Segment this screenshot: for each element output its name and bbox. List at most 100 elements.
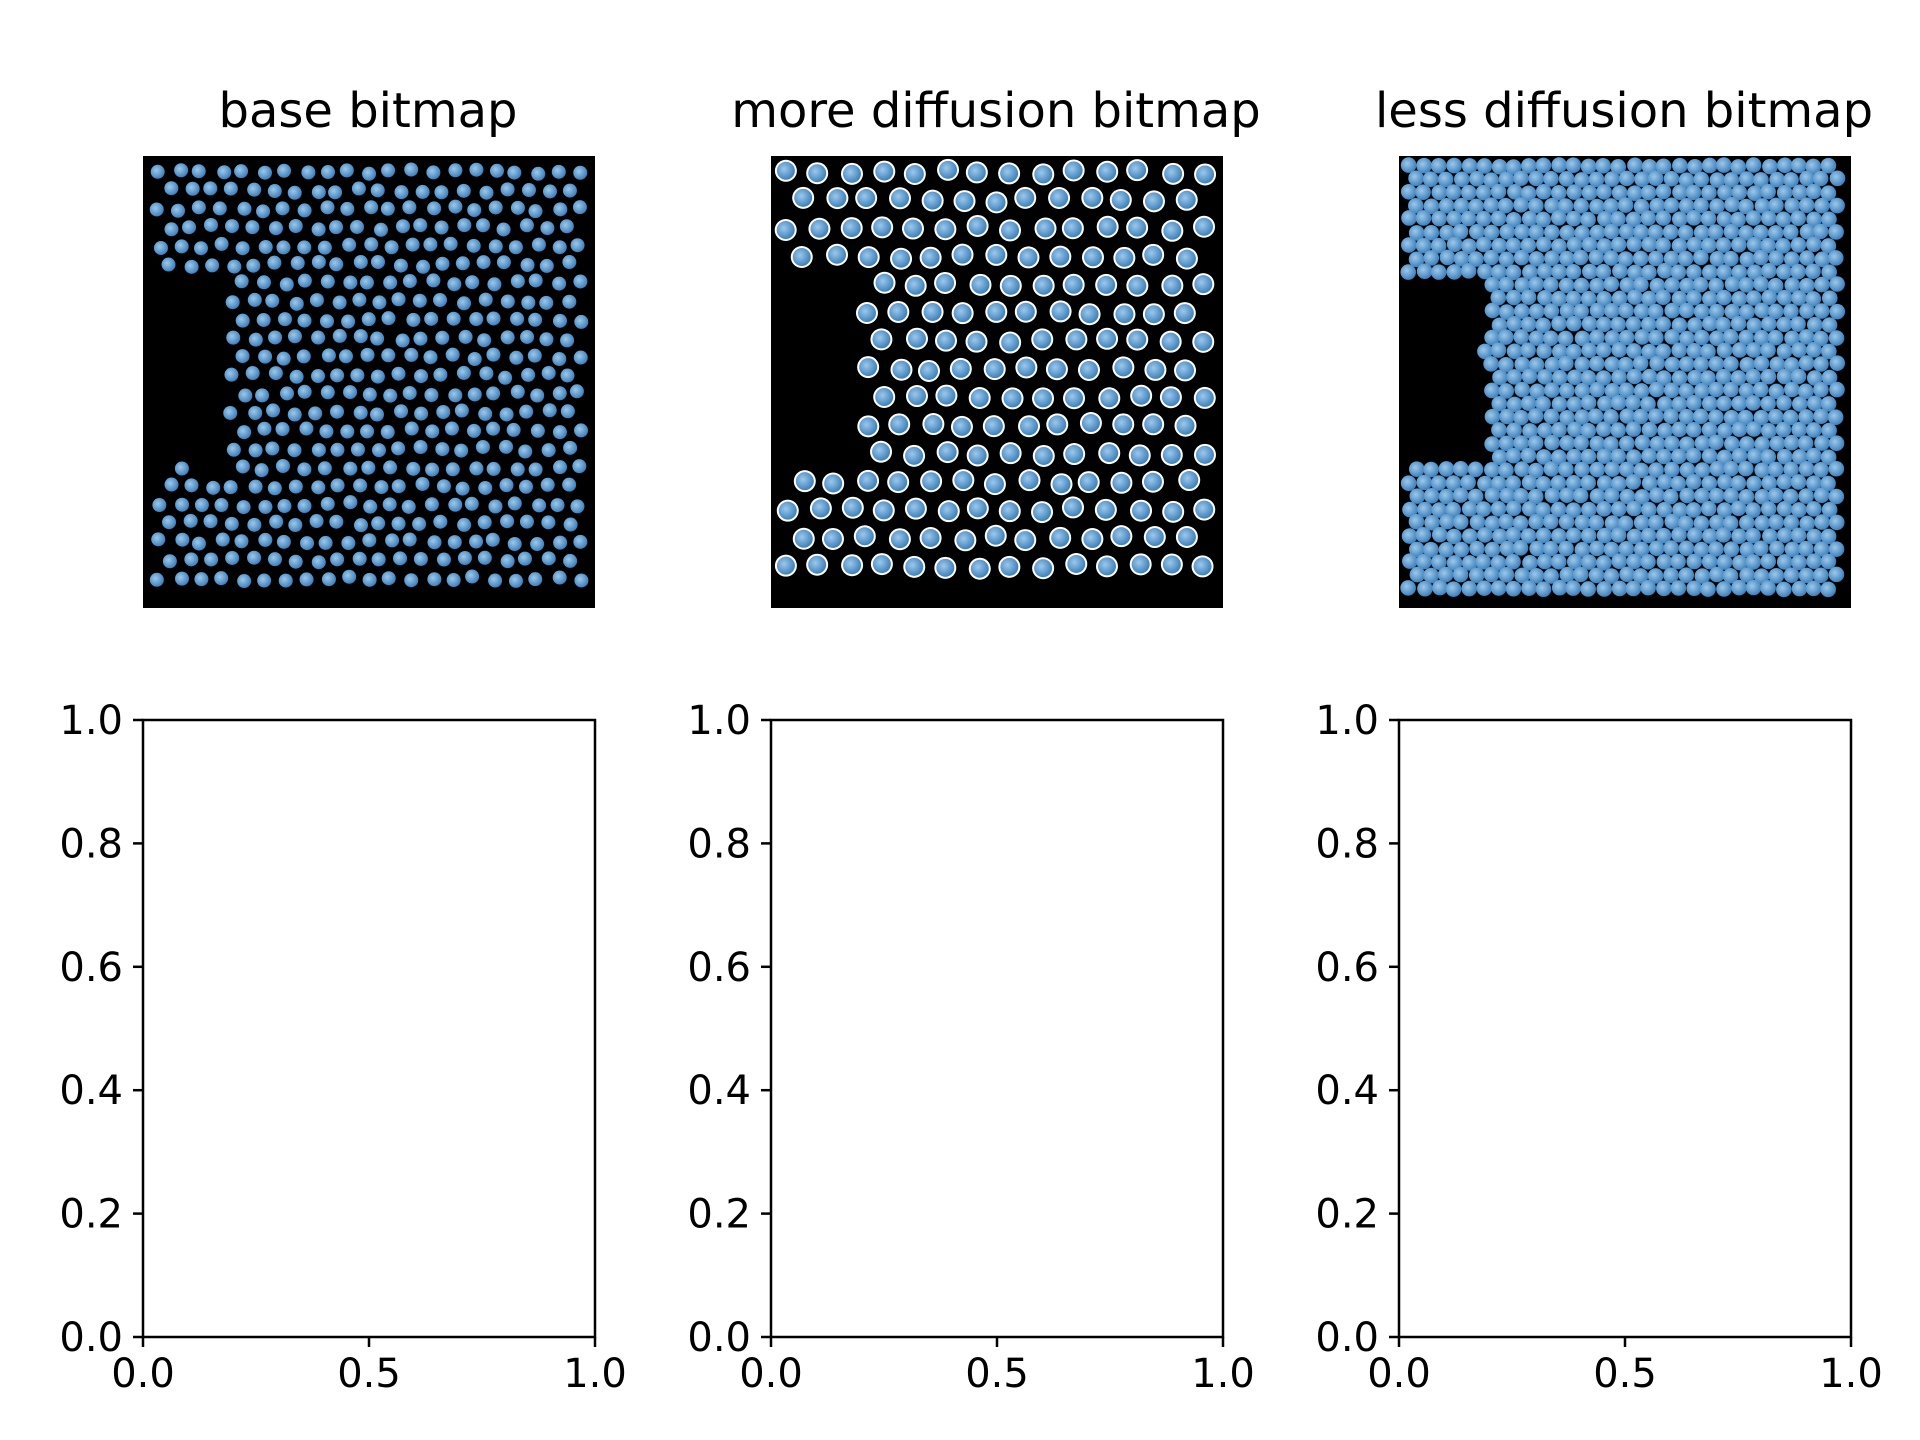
particle [500, 294, 515, 309]
particle [1619, 566, 1635, 583]
particle [1565, 527, 1582, 544]
particle [1520, 528, 1537, 544]
particle [1499, 408, 1515, 425]
particle [531, 166, 546, 181]
particle [353, 478, 368, 493]
particle [1535, 395, 1551, 412]
particle [1604, 330, 1621, 346]
particle [1798, 197, 1815, 214]
particle [1657, 262, 1673, 279]
particle [391, 292, 406, 307]
particle [1144, 192, 1163, 211]
particle [1820, 238, 1837, 254]
particle [1738, 382, 1755, 399]
particle [1446, 210, 1463, 227]
particle [1143, 472, 1162, 491]
particle [1566, 315, 1582, 332]
particle [194, 498, 209, 513]
particle [487, 277, 502, 292]
particle [1641, 159, 1658, 175]
particle [448, 163, 463, 178]
particle [258, 532, 273, 547]
particle [1814, 276, 1830, 293]
particle [317, 240, 332, 255]
particle [1806, 211, 1822, 228]
particle [1498, 567, 1515, 583]
particle [297, 273, 312, 288]
particle [465, 275, 480, 290]
particle [427, 572, 442, 587]
particle [359, 275, 374, 290]
particle [320, 200, 335, 215]
particle [1730, 211, 1746, 228]
particle [466, 238, 481, 253]
particle [938, 443, 957, 462]
particle [1492, 528, 1508, 545]
particle [205, 258, 220, 273]
bitmap-more-diffusion [771, 156, 1223, 608]
particle [509, 350, 524, 365]
particle [1528, 513, 1544, 530]
particle [1724, 436, 1740, 452]
particle [394, 185, 409, 200]
particle [1528, 567, 1545, 584]
particle [1633, 224, 1649, 240]
particle [234, 164, 249, 179]
particle [1603, 409, 1619, 425]
particle [1768, 568, 1785, 584]
particle [414, 369, 429, 384]
particle [321, 572, 336, 587]
particle [478, 406, 493, 421]
particle [1828, 330, 1845, 346]
particle [1708, 303, 1725, 320]
particle [510, 384, 525, 399]
particle [217, 165, 232, 180]
particle [1662, 224, 1679, 240]
particle [859, 417, 878, 436]
particle [1791, 580, 1808, 597]
particle [1490, 264, 1507, 280]
particle [1431, 526, 1448, 543]
particle [1722, 328, 1739, 345]
particle [1535, 157, 1552, 174]
particle [1782, 224, 1799, 240]
particle [987, 245, 1006, 264]
particle [1430, 157, 1447, 174]
particle [329, 220, 344, 235]
particle [1132, 501, 1151, 520]
particle [1604, 171, 1620, 187]
particle [277, 312, 292, 327]
particle [1693, 329, 1710, 346]
particle [1452, 487, 1469, 503]
particle [380, 201, 395, 216]
particle [1702, 528, 1718, 544]
particle [1452, 566, 1469, 583]
particle [317, 461, 332, 476]
particle [1731, 528, 1747, 545]
particle [1625, 580, 1642, 597]
particle [1446, 157, 1462, 174]
particle [1559, 224, 1576, 241]
particle [1805, 291, 1822, 307]
particle [987, 193, 1006, 212]
particle [1640, 316, 1657, 333]
particle [256, 204, 271, 219]
particle [1574, 356, 1591, 373]
particle [1483, 356, 1499, 372]
particle [1522, 264, 1538, 280]
particle [352, 292, 367, 307]
particle [1132, 386, 1151, 405]
particle [1161, 332, 1180, 351]
particle [1610, 394, 1627, 411]
particle [1506, 315, 1523, 332]
particle [521, 367, 536, 382]
particle [1640, 184, 1657, 201]
particle [1484, 436, 1500, 452]
particle [1409, 488, 1426, 504]
particle [1438, 461, 1455, 477]
particle [1097, 275, 1116, 294]
particle [1618, 382, 1635, 399]
particle [1566, 396, 1583, 412]
particle [1468, 198, 1484, 215]
particle [1724, 276, 1741, 292]
